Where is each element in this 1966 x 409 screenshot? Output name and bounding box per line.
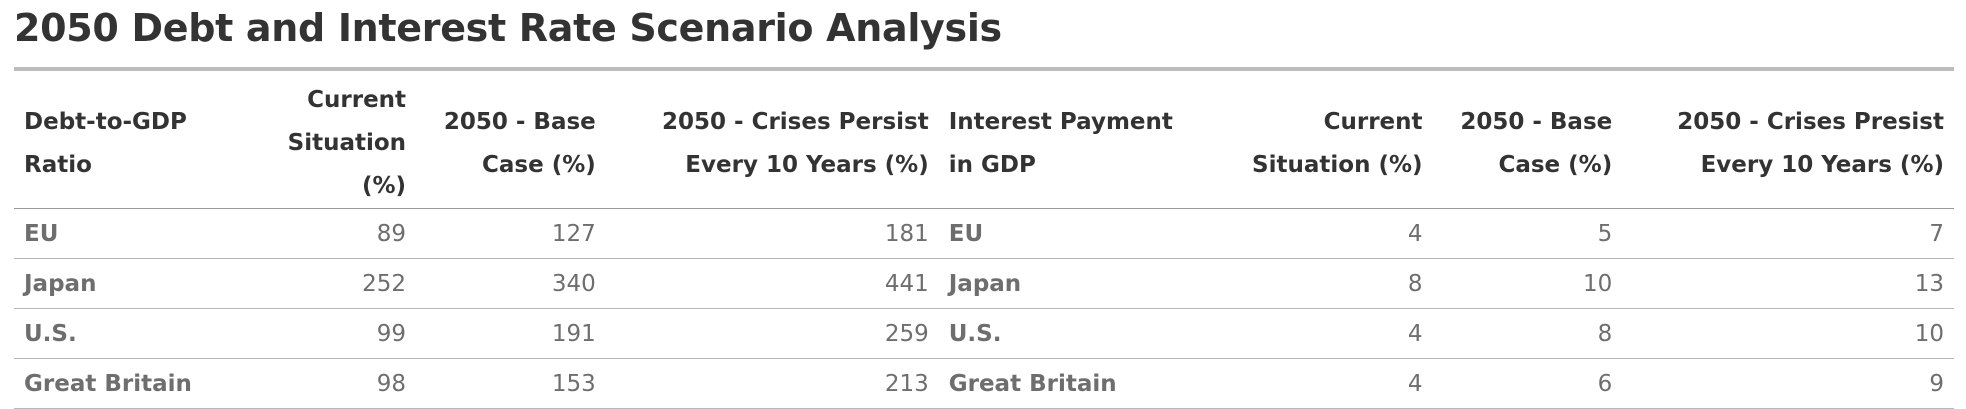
column-header: 2050 - Crises Presist Every 10 Years (%) xyxy=(1622,79,1954,209)
column-header: 2050 - Base Case (%) xyxy=(416,79,606,209)
table-cell: 99 xyxy=(233,308,417,359)
table-cell: EU xyxy=(938,208,1234,259)
column-header-line: in GDP xyxy=(948,151,1036,178)
table-cell: 191 xyxy=(416,308,606,359)
table-row: Japan 252 340 441 Japan 8 10 13 xyxy=(14,258,1954,309)
table-cell: 98 xyxy=(233,358,417,409)
column-header: Current Situation (%) xyxy=(1234,79,1433,209)
table-row: U.S. 99 191 259 U.S. 4 8 10 xyxy=(14,308,1954,359)
column-header: 2050 - Base Case (%) xyxy=(1432,79,1623,209)
column-header-line: 2050 - Crises Presist xyxy=(1677,108,1944,135)
column-header: Debt-to-GDP Ratio xyxy=(14,79,234,209)
table-cell: 340 xyxy=(416,258,606,309)
column-header-line: 2050 - Base xyxy=(443,108,596,135)
table-cell: 441 xyxy=(605,258,939,309)
table-cell: 252 xyxy=(233,258,417,309)
column-header-line: Case (%) xyxy=(1498,151,1613,178)
column-header-line: Debt-to-GDP xyxy=(24,108,187,135)
table-cell: Japan xyxy=(14,258,234,309)
chart-container: 2050 Debt and Interest Rate Scenario Ana… xyxy=(14,0,1954,409)
table-cell: 4 xyxy=(1234,358,1433,409)
title-divider xyxy=(14,67,1954,71)
table-cell: 8 xyxy=(1234,258,1433,309)
table-cell: 13 xyxy=(1622,258,1954,309)
column-header: Interest Payment in GDP xyxy=(938,79,1234,209)
column-header-line: Every 10 Years (%) xyxy=(685,151,929,178)
table-header-row: Debt-to-GDP Ratio Current Situation (%) … xyxy=(14,79,1954,209)
table-cell: 10 xyxy=(1432,258,1623,309)
table-cell: 153 xyxy=(416,358,606,409)
table-cell: 259 xyxy=(605,308,939,359)
column-header: 2050 - Crises Persist Every 10 Years (%) xyxy=(605,79,939,209)
column-header: Current Situation (%) xyxy=(233,79,417,209)
column-header-line: Interest Payment xyxy=(948,108,1173,135)
table-cell: 181 xyxy=(605,208,939,259)
column-header-line: 2050 - Crises Persist xyxy=(662,108,929,135)
table-cell: 9 xyxy=(1622,358,1954,409)
table-cell: Great Britain xyxy=(938,358,1234,409)
column-header-line: Every 10 Years (%) xyxy=(1700,151,1944,178)
table-cell: 4 xyxy=(1234,208,1433,259)
table-cell: 4 xyxy=(1234,308,1433,359)
table-cell: 213 xyxy=(605,358,939,409)
table-cell: Japan xyxy=(938,258,1234,309)
table-cell: U.S. xyxy=(938,308,1234,359)
table-cell: U.S. xyxy=(14,308,234,359)
table-cell: 7 xyxy=(1622,208,1954,259)
table-cell: 10 xyxy=(1622,308,1954,359)
table-row: EU 89 127 181 EU 4 5 7 xyxy=(14,208,1954,259)
column-header-line: Case (%) xyxy=(482,151,596,178)
table-cell: 127 xyxy=(416,208,606,259)
column-header-line: Current xyxy=(307,87,407,113)
column-header-line: 2050 - Base xyxy=(1460,108,1613,135)
table-cell: EU xyxy=(14,208,234,259)
column-header-line: Current xyxy=(1323,108,1423,135)
chart-title: 2050 Debt and Interest Rate Scenario Ana… xyxy=(14,6,1002,50)
table-cell: 8 xyxy=(1432,308,1623,359)
column-header-line: Ratio xyxy=(24,151,92,178)
table-cell: 5 xyxy=(1432,208,1623,259)
column-header-line: Situation (%) xyxy=(1252,151,1423,178)
column-header-line: Situation (%) xyxy=(287,130,407,199)
scenario-table: Debt-to-GDP Ratio Current Situation (%) … xyxy=(14,79,1954,409)
table-cell: Great Britain xyxy=(14,358,234,409)
table-cell: 89 xyxy=(233,208,417,259)
table-row: Great Britain 98 153 213 Great Britain 4… xyxy=(14,358,1954,409)
table-cell: 6 xyxy=(1432,358,1623,409)
